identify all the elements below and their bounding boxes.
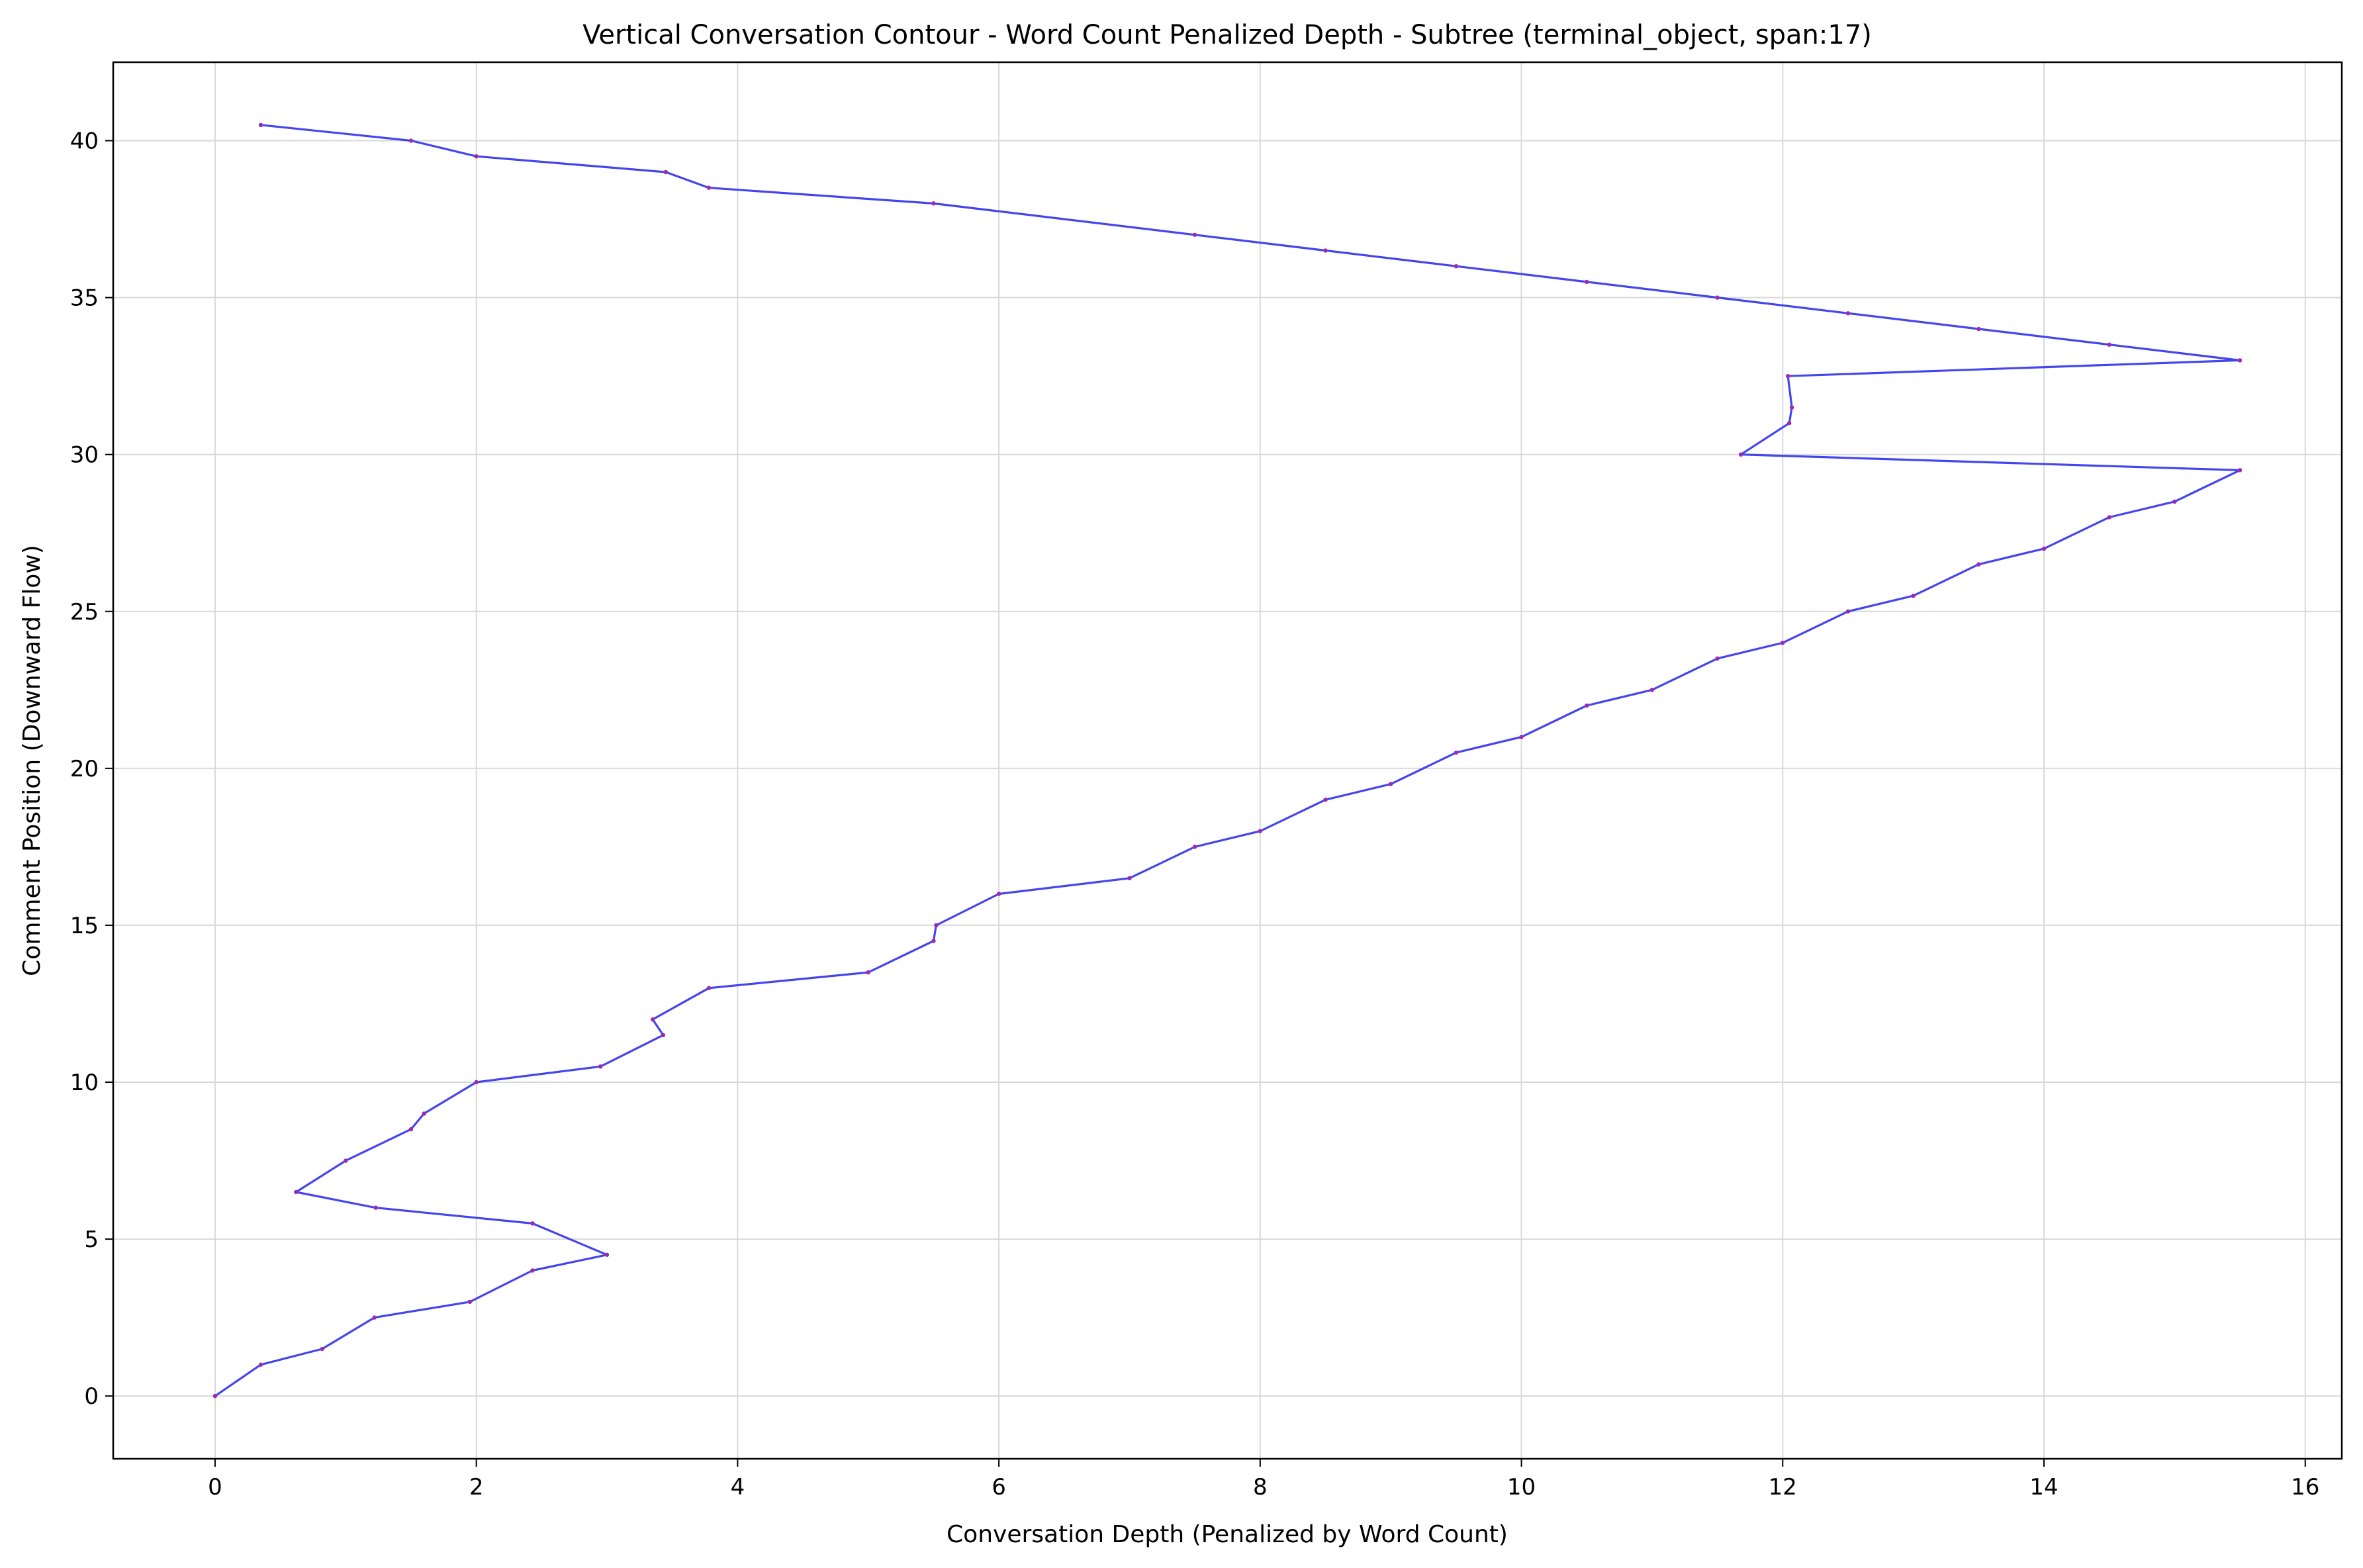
- y-axis-label: Comment Position (Downward Flow): [19, 545, 46, 976]
- grid-lines: [113, 62, 2342, 1459]
- data-point: [706, 986, 712, 990]
- data-point: [258, 122, 263, 128]
- chart-title: Vertical Conversation Contour - Word Cou…: [582, 20, 1872, 50]
- x-tick-label: 14: [2029, 1474, 2058, 1500]
- data-point: [474, 1080, 479, 1085]
- data-point: [1785, 373, 1790, 379]
- y-tick-label: 25: [70, 599, 99, 625]
- data-point: [422, 1111, 426, 1116]
- data-point: [1585, 703, 1589, 708]
- x-tick-label: 6: [992, 1474, 1006, 1500]
- x-tick-label: 0: [208, 1474, 222, 1500]
- data-point: [934, 923, 939, 928]
- data-point: [1192, 845, 1197, 849]
- data-point: [2172, 499, 2177, 504]
- data-point: [661, 1033, 666, 1038]
- data-point: [373, 1205, 378, 1210]
- data-point: [650, 1017, 655, 1022]
- data-point: [2237, 468, 2243, 473]
- data-point: [372, 1315, 377, 1320]
- x-axis-label: Conversation Depth (Penalized by Word Co…: [947, 1521, 1508, 1548]
- data-point: [1976, 326, 1981, 332]
- data-point: [931, 201, 936, 206]
- data-point: [474, 154, 479, 159]
- data-point: [1786, 421, 1792, 426]
- data-point: [1715, 656, 1720, 661]
- data-point: [2237, 358, 2243, 363]
- y-tick-label: 40: [70, 128, 99, 155]
- data-series: [212, 122, 2243, 1399]
- data-point: [1519, 735, 1524, 739]
- data-point: [530, 1221, 535, 1226]
- data-point: [2107, 342, 2111, 347]
- data-point: [467, 1299, 472, 1305]
- data-point: [1976, 562, 1981, 567]
- data-point: [1789, 405, 1794, 410]
- data-point: [1192, 232, 1197, 237]
- axes: 0 2 4 6 8 10 12 14 16 0 5 10 15 20 25 30 35 40: [70, 128, 2320, 1500]
- data-point: [344, 1158, 348, 1163]
- data-point: [1715, 295, 1720, 300]
- data-point: [1845, 311, 1851, 316]
- data-point: [866, 970, 870, 975]
- data-point: [2041, 546, 2047, 551]
- data-point: [1127, 876, 1132, 881]
- data-point: [1323, 248, 1328, 253]
- data-point: [258, 1362, 263, 1367]
- data-point: [1323, 798, 1328, 802]
- y-tick-label: 10: [70, 1070, 99, 1096]
- y-tick-label: 20: [70, 756, 99, 782]
- data-point: [931, 939, 936, 943]
- data-point: [530, 1268, 535, 1273]
- data-point: [320, 1346, 324, 1352]
- data-point: [1454, 750, 1459, 755]
- x-tick-label: 2: [469, 1474, 484, 1500]
- data-point: [212, 1393, 218, 1399]
- data-point: [1258, 829, 1263, 833]
- y-tick-label: 0: [84, 1383, 99, 1410]
- data-point: [663, 169, 669, 175]
- data-point: [604, 1252, 610, 1257]
- data-point: [1585, 279, 1589, 285]
- x-tick-label: 12: [1769, 1474, 1797, 1500]
- x-tick-label: 16: [2291, 1474, 2319, 1500]
- data-point: [1649, 688, 1655, 692]
- y-tick-label: 30: [70, 442, 99, 469]
- data-point: [1845, 609, 1851, 614]
- plot-frame: [112, 61, 2343, 1460]
- data-point: [1389, 782, 1393, 786]
- data-point: [408, 138, 414, 143]
- y-tick-label: 5: [84, 1226, 99, 1253]
- data-point: [1454, 264, 1459, 269]
- data-point: [1738, 452, 1743, 457]
- data-point: [2107, 515, 2111, 520]
- y-tick-label: 35: [70, 285, 99, 312]
- data-point: [1911, 593, 1916, 598]
- data-point: [1781, 640, 1785, 645]
- y-tick-label: 15: [70, 913, 99, 939]
- x-tick-label: 10: [1507, 1474, 1536, 1500]
- data-point: [294, 1189, 299, 1195]
- data-point: [598, 1064, 603, 1069]
- x-tick-label: 4: [731, 1474, 745, 1500]
- x-tick-label: 8: [1253, 1474, 1268, 1500]
- data-point: [706, 185, 712, 190]
- data-point: [996, 892, 1001, 896]
- data-point: [408, 1127, 414, 1132]
